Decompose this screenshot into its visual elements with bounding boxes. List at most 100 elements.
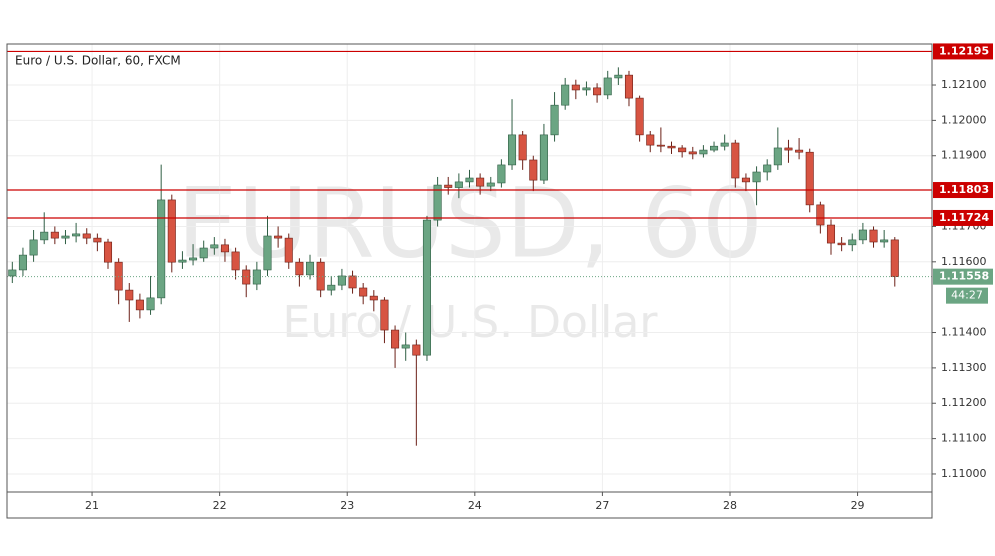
candle-body	[571, 84, 580, 91]
candle-body	[614, 74, 623, 79]
candle-body	[369, 295, 378, 301]
y-tick-label: 1.12000	[941, 113, 987, 126]
candle-body	[763, 164, 772, 173]
last-price-label: 1.11558	[939, 270, 989, 283]
axes: 1.11000 1.11100 1.11200 1.11300 1.11400 1.116…	[85, 43, 993, 512]
candle-body	[305, 261, 315, 276]
candle-body	[646, 134, 655, 146]
candle-body	[741, 177, 750, 183]
candle-body	[465, 177, 474, 183]
candle-body	[391, 329, 400, 349]
y-tick-label: 1.12100	[941, 78, 987, 91]
y-tick-label: 1.11200	[941, 396, 987, 409]
level-label: 1.12195	[939, 44, 989, 57]
x-tick-label: 24	[468, 499, 482, 512]
candle-body	[795, 149, 804, 153]
candle-body	[8, 269, 17, 277]
candle-body	[529, 159, 538, 181]
candle-body	[805, 151, 814, 206]
level-label-box	[933, 182, 993, 199]
candle-body	[816, 204, 825, 226]
candle-body	[486, 182, 495, 187]
candle-body	[348, 275, 357, 289]
candle-body	[508, 134, 517, 166]
candle-body	[656, 144, 665, 147]
candle-body	[242, 269, 251, 285]
candle-body	[444, 184, 453, 188]
candle-body	[50, 231, 59, 239]
candle-body	[125, 289, 134, 301]
candle-body	[167, 199, 176, 263]
candle-body	[231, 251, 240, 271]
candle-body	[295, 261, 304, 276]
candle-body	[635, 97, 644, 136]
candle-body	[359, 287, 368, 297]
candle-body	[114, 261, 123, 291]
candle-body	[624, 74, 634, 99]
candle-body	[103, 241, 113, 263]
x-tick-label: 22	[213, 499, 227, 512]
candle-body	[72, 233, 81, 237]
grid	[7, 44, 932, 492]
candle-body	[380, 299, 389, 331]
candle-body	[582, 87, 591, 91]
candle-body	[189, 257, 198, 261]
candle-body	[539, 134, 548, 181]
candle-body	[476, 177, 485, 187]
candle-body	[263, 235, 272, 271]
y-tick-label: 1.11100	[941, 432, 987, 445]
x-tick-label: 23	[340, 499, 354, 512]
candle-body	[401, 344, 410, 349]
candle-body	[199, 247, 208, 259]
candle-body	[699, 149, 708, 155]
candle-body	[220, 244, 229, 253]
watermark-subtitle: Euro / U.S. Dollar	[283, 297, 659, 348]
candle-body	[678, 147, 687, 153]
x-tick-label: 28	[723, 499, 737, 512]
candle-body	[157, 199, 166, 299]
countdown-box	[946, 287, 988, 304]
candle-body	[316, 261, 325, 291]
candle-body	[93, 237, 102, 243]
candle-body	[422, 219, 431, 356]
countdown-label: 44:27	[951, 289, 983, 302]
candle-body	[178, 259, 187, 263]
last-price-box	[933, 268, 993, 285]
chart-title: Euro / U.S. Dollar, 60, FXCM	[15, 54, 181, 68]
x-tick-label: 29	[851, 499, 865, 512]
candle-body	[688, 151, 697, 155]
candle-body	[752, 171, 761, 183]
candle-body	[784, 147, 793, 151]
candle-body	[284, 237, 293, 263]
candle-body	[880, 239, 889, 243]
candle-body	[82, 233, 91, 239]
candle-body	[848, 239, 857, 246]
candle-body	[29, 239, 38, 256]
candle-body	[603, 77, 612, 96]
level-label-box	[933, 209, 993, 226]
candle-body	[337, 275, 346, 286]
candle-body	[454, 181, 463, 188]
candle-body	[858, 229, 867, 241]
x-tick-label: 27	[595, 499, 609, 512]
candle-body	[412, 344, 421, 356]
candle-body	[497, 164, 506, 184]
y-tick-label: 1.11600	[941, 255, 987, 268]
level-label: 1.11803	[939, 183, 989, 196]
candle-body	[61, 235, 70, 239]
level-label: 1.11724	[939, 211, 989, 224]
y-tick-label: 1.11900	[941, 149, 987, 162]
y-tick-label: 1.11000	[941, 467, 987, 480]
candle-body	[18, 254, 27, 271]
candle-body	[433, 184, 442, 221]
candle-body	[826, 224, 836, 244]
candle-body	[327, 284, 336, 291]
candle-body	[274, 235, 283, 239]
candle-body	[731, 142, 740, 179]
candle-body	[710, 145, 719, 151]
candle-body	[720, 142, 729, 147]
candle-body	[40, 231, 49, 241]
candle-body	[561, 84, 570, 106]
